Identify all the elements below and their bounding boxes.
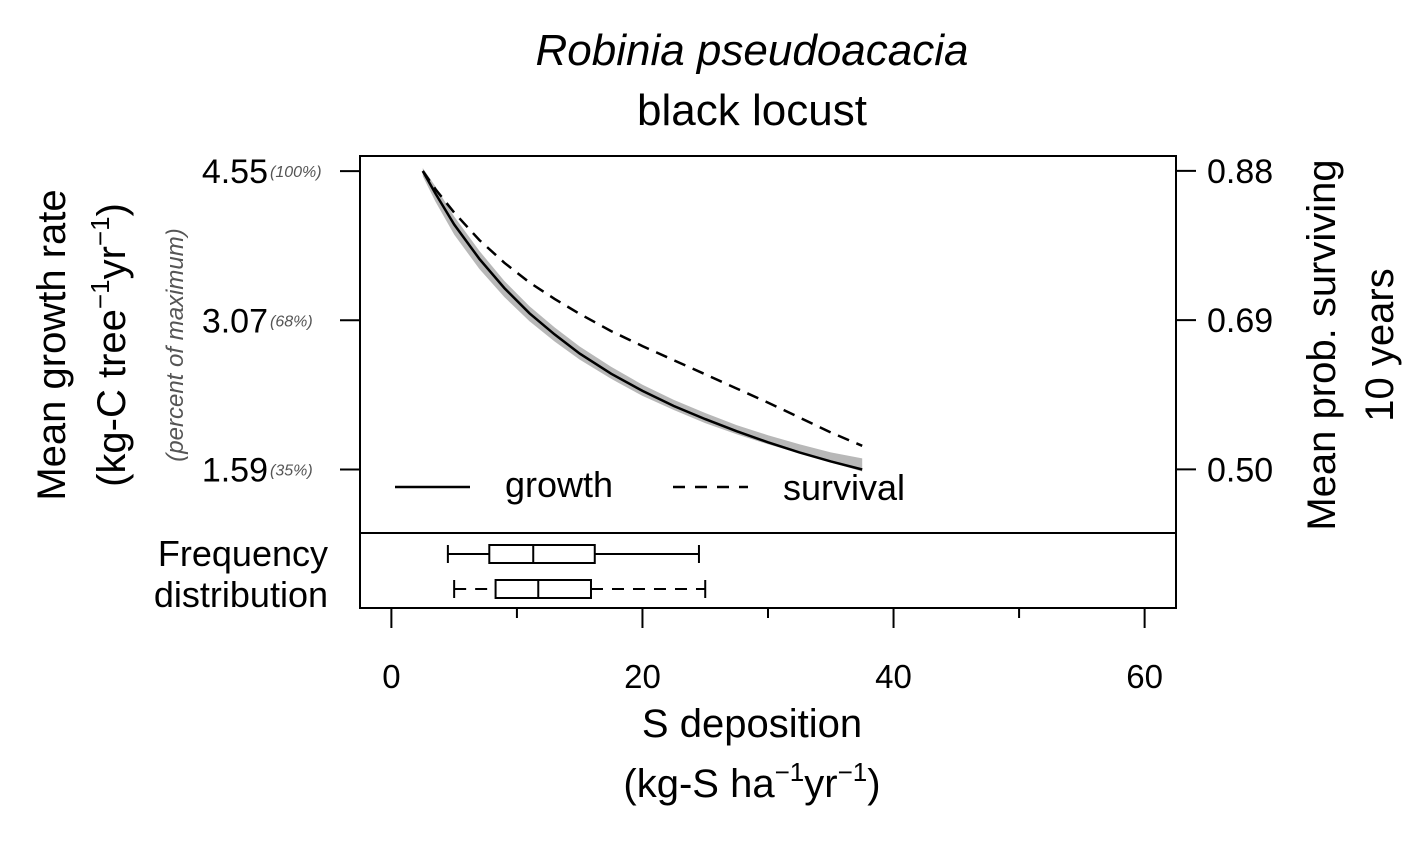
y-left-tick-label-0: 4.55 [202, 153, 268, 191]
frequency-boxplots [446, 544, 707, 599]
y-left-label: Mean growth rate [30, 189, 74, 500]
y-left-note-group: (percent of maximum) [162, 228, 189, 461]
x-axis: 0 20 40 60 [382, 607, 1163, 695]
y-left-units: (kg-C tree−1yr−1) [85, 203, 134, 487]
x-tick-label-1: 20 [624, 658, 661, 695]
y-right-tick-label-2: 0.50 [1207, 451, 1273, 489]
y-left-units-group: (kg-C tree−1yr−1) [85, 203, 134, 487]
boxplot-1-box [494, 579, 592, 599]
x-tick-label-3: 60 [1126, 658, 1163, 695]
y-right-label-line2: 10 years [1358, 268, 1402, 421]
y-right-tick-label-0: 0.88 [1207, 153, 1273, 191]
series-survival-line [421, 170, 863, 447]
x-tick-label-2: 40 [875, 658, 912, 695]
y-left-note: (percent of maximum) [162, 228, 189, 461]
frequency-label-line2: distribution [154, 574, 328, 615]
y-right-label-group: Mean prob. surviving [1300, 159, 1344, 530]
boxplot-0-box [488, 544, 596, 564]
frequency-panel [359, 532, 1177, 609]
confidence-band [422, 168, 863, 472]
y-left-tick-label-2: 1.59 [202, 451, 268, 489]
y-left-tick-label-1: 3.07 [202, 302, 268, 340]
legend-survival-label: survival [783, 467, 905, 508]
series-growth-line [421, 170, 863, 471]
confidence-band-layer [422, 168, 863, 472]
y-right-tick-label-1: 0.69 [1207, 302, 1273, 340]
y-left-label-group: Mean growth rate [30, 189, 74, 500]
x-units: (kg-S ha−1yr−1) [623, 757, 880, 806]
y-left-tick-pct-2: (35%) [270, 462, 313, 479]
legend: growth survival [395, 464, 905, 508]
x-tick-label-0: 0 [382, 658, 400, 695]
y-left-tick-pct-0: (100%) [270, 164, 322, 181]
y-right-label-line1: Mean prob. surviving [1300, 159, 1344, 530]
y-left-tick-pct-1: (68%) [270, 313, 313, 330]
chart-subtitle: black locust [637, 86, 867, 135]
frequency-label-line1: Frequency [158, 533, 328, 574]
y-left-axis: 4.55 (100%) 3.07 (68%) 1.59 (35%) [202, 153, 360, 489]
legend-growth-label: growth [505, 464, 613, 505]
y-right-label-group-2: 10 years [1358, 268, 1402, 421]
x-label: S deposition [642, 702, 862, 746]
series-layer [421, 170, 863, 471]
chart-title: Robinia pseudoacacia [536, 26, 969, 75]
y-right-axis: 0.88 0.69 0.50 [1176, 153, 1273, 489]
plot-panel [359, 155, 1177, 534]
